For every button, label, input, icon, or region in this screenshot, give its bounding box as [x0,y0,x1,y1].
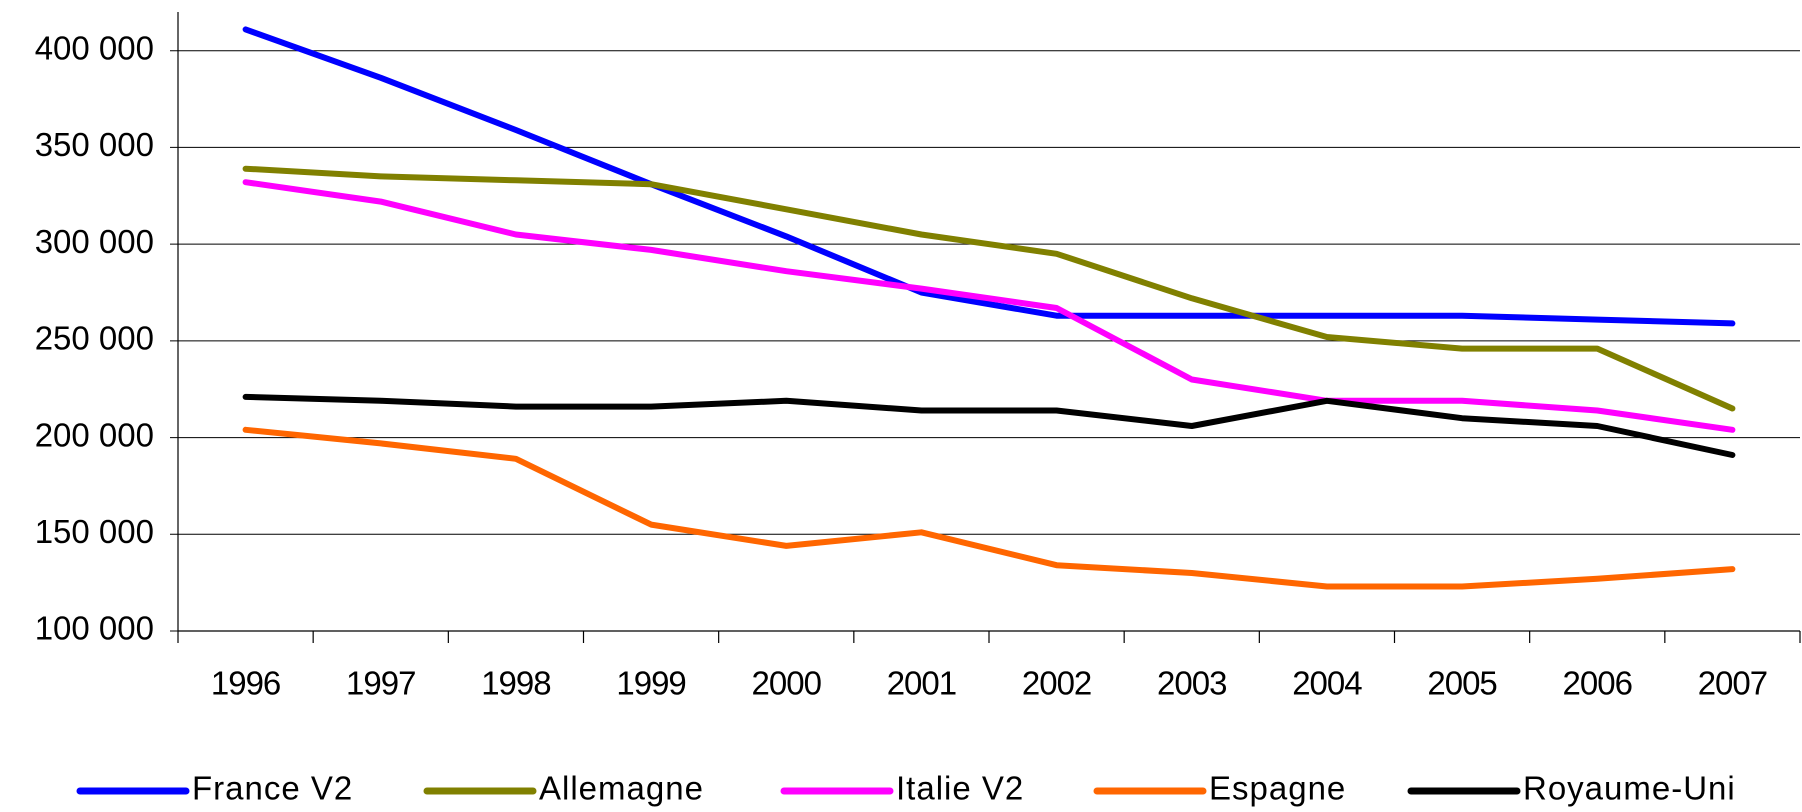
x-tick-label: 2002 [1022,665,1091,702]
x-tick-label: 2004 [1292,665,1362,702]
series-line [242,26,1736,327]
x-tick-label: 2001 [887,665,956,702]
y-tick-label: 100 000 [35,610,154,647]
x-tick-label: 2006 [1563,665,1632,702]
legend-label: Italie V2 [896,770,1024,807]
x-tick-label: 1996 [211,665,280,702]
x-tick-label: 2005 [1427,665,1496,702]
series-line [242,393,1736,458]
series-line [242,179,1736,433]
legend-label: Royaume-Uni [1523,770,1736,807]
y-tick-label: 300 000 [35,223,154,260]
series-line [242,426,1736,590]
x-tick-label: 1999 [616,665,685,702]
y-tick-label: 350 000 [35,126,154,163]
x-tick-label: 1997 [346,665,415,702]
y-tick-label: 250 000 [35,320,154,357]
x-tick-label: 1998 [481,665,550,702]
legend-label: Allemagne [539,770,704,807]
legend-label: France V2 [192,770,353,807]
x-tick-label: 2003 [1157,665,1226,702]
x-tick-label: 2007 [1698,665,1767,702]
x-tick-label: 2000 [752,665,822,702]
y-tick-label: 200 000 [35,416,154,453]
y-tick-label: 400 000 [35,29,154,66]
series-line [242,165,1736,412]
y-tick-label: 150 000 [35,513,154,550]
legend-label: Espagne [1209,770,1346,807]
